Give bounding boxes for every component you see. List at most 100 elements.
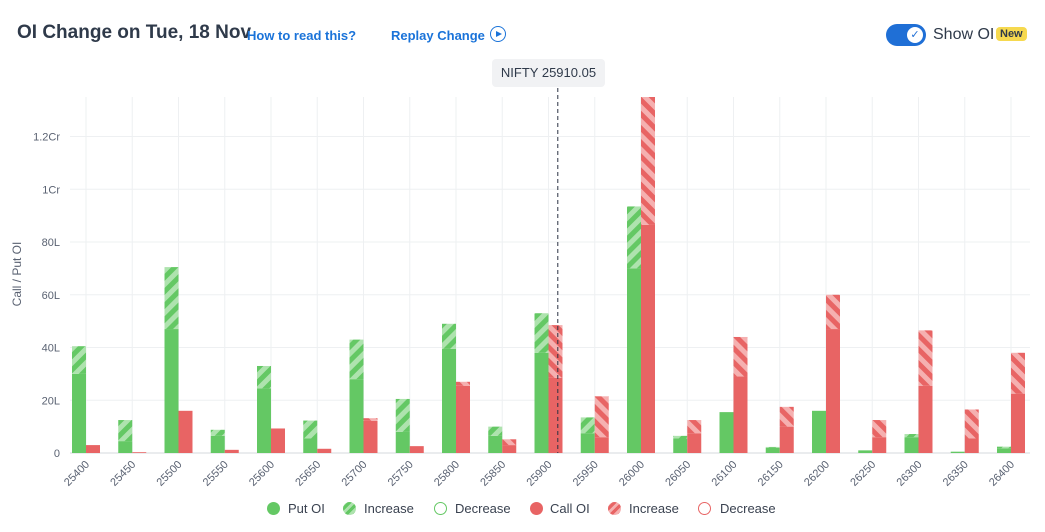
call-oi-bar[interactable]: [872, 437, 887, 453]
put-oi-bar[interactable]: [580, 433, 595, 453]
call-increase-bar[interactable]: [687, 420, 702, 434]
call-oi-bar[interactable]: [317, 448, 332, 453]
call-increase-bar[interactable]: [594, 396, 609, 438]
put-oi-bar[interactable]: [164, 329, 179, 453]
call-oi-bar[interactable]: [271, 428, 285, 453]
call-increase-bar[interactable]: [502, 439, 517, 446]
legend-put-increase[interactable]: Increase: [364, 501, 414, 516]
put-increase-bar[interactable]: [904, 434, 919, 438]
put-oi-bar[interactable]: [442, 348, 456, 453]
play-circle-icon[interactable]: [490, 26, 506, 42]
call-increase-bar[interactable]: [872, 420, 887, 438]
call-increase-bar[interactable]: [363, 418, 378, 421]
call-oi-bar[interactable]: [178, 410, 193, 453]
call-increase-bar[interactable]: [733, 336, 748, 377]
x-tick-label: 26250: [848, 459, 878, 489]
how-to-read-link[interactable]: How to read this?: [247, 28, 357, 43]
x-tick-label: 25900: [525, 459, 555, 489]
put-increase-bar[interactable]: [164, 267, 179, 330]
put-oi-bar[interactable]: [349, 379, 364, 453]
put-oi-bar[interactable]: [118, 441, 133, 453]
call-oi-bar[interactable]: [641, 224, 655, 453]
legend-call-increase[interactable]: Increase: [629, 501, 679, 516]
put-increase-bar[interactable]: [765, 446, 780, 448]
put-oi-bar[interactable]: [395, 431, 410, 453]
call-oi-bar[interactable]: [132, 452, 147, 453]
put-oi-swatch: [267, 502, 280, 515]
put-increase-bar[interactable]: [72, 346, 86, 374]
call-oi-bar[interactable]: [964, 438, 979, 453]
put-increase-bar[interactable]: [673, 435, 688, 439]
put-increase-bar[interactable]: [488, 426, 503, 436]
call-oi-bar[interactable]: [594, 437, 609, 453]
call-oi-bar[interactable]: [86, 445, 100, 453]
call-oi-bar[interactable]: [502, 445, 517, 453]
put-increase-bar[interactable]: [210, 429, 225, 436]
y-tick-label: 40L: [42, 343, 60, 355]
put-increase-bar[interactable]: [534, 313, 549, 353]
legend-put-oi[interactable]: Put OI: [288, 501, 325, 516]
call-oi-bar[interactable]: [1011, 393, 1025, 453]
put-oi-bar[interactable]: [719, 412, 734, 453]
show-oi-toggle[interactable]: ✓: [886, 24, 926, 46]
legend-put-decrease[interactable]: Decrease: [455, 501, 511, 516]
put-oi-bar[interactable]: [627, 268, 641, 453]
put-increase-bar[interactable]: [118, 420, 133, 442]
chart-legend: Put OI Increase Decrease Call OI Increas…: [0, 500, 1045, 518]
call-increase-bar[interactable]: [641, 97, 655, 225]
call-increase-bar[interactable]: [779, 406, 794, 427]
put-oi-bar[interactable]: [765, 447, 780, 453]
put-oi-bar[interactable]: [904, 437, 919, 453]
call-oi-bar[interactable]: [733, 376, 748, 453]
put-increase-bar[interactable]: [627, 206, 641, 269]
put-increase-bar[interactable]: [303, 420, 318, 439]
page-title: OI Change on Tue, 18 Nov: [17, 22, 252, 43]
x-tick-label: 26400: [987, 459, 1017, 489]
put-oi-bar[interactable]: [72, 373, 86, 453]
replay-change-link[interactable]: Replay Change: [391, 28, 485, 43]
call-oi-bar[interactable]: [363, 420, 378, 453]
x-tick-label: 25850: [478, 459, 508, 489]
put-increase-swatch: [343, 502, 356, 515]
call-oi-bar[interactable]: [826, 329, 840, 453]
call-oi-bar[interactable]: [548, 377, 563, 453]
call-oi-bar[interactable]: [918, 385, 933, 453]
x-tick-label: 25450: [108, 459, 138, 489]
put-increase-bar[interactable]: [395, 398, 410, 432]
call-decrease-swatch: [698, 502, 711, 515]
call-increase-bar[interactable]: [964, 409, 979, 439]
call-increase-bar[interactable]: [548, 325, 563, 378]
x-tick-label: 26050: [663, 459, 693, 489]
call-oi-bar[interactable]: [687, 433, 702, 453]
put-oi-bar[interactable]: [997, 448, 1011, 453]
put-increase-bar[interactable]: [442, 323, 456, 349]
y-tick-label: 20L: [42, 395, 60, 407]
legend-call-oi[interactable]: Call OI: [550, 501, 590, 516]
legend-call-decrease[interactable]: Decrease: [720, 501, 776, 516]
put-oi-bar[interactable]: [534, 352, 549, 453]
oi-change-chart: 0 20L 40L 60L 80L 1Cr 1.2Cr 25400 25450 25500 2555…: [10, 88, 1030, 489]
call-increase-bar[interactable]: [456, 381, 470, 386]
call-increase-bar[interactable]: [918, 330, 933, 386]
put-oi-bar[interactable]: [210, 435, 225, 453]
call-oi-bar[interactable]: [409, 446, 424, 453]
x-tick-label: 25400: [62, 459, 92, 489]
put-oi-bar[interactable]: [303, 438, 318, 453]
put-oi-bar[interactable]: [488, 435, 503, 453]
x-tick-label: 26200: [802, 459, 832, 489]
call-oi-bar[interactable]: [224, 449, 239, 453]
call-increase-bar[interactable]: [826, 294, 840, 330]
put-increase-bar[interactable]: [257, 365, 271, 389]
put-oi-bar[interactable]: [858, 450, 873, 453]
put-increase-bar[interactable]: [997, 446, 1011, 449]
call-oi-bar[interactable]: [779, 426, 794, 453]
x-tick-label: 25950: [571, 459, 601, 489]
put-increase-bar[interactable]: [349, 339, 364, 380]
put-oi-bar[interactable]: [812, 410, 826, 453]
call-increase-bar[interactable]: [1011, 352, 1025, 394]
put-oi-bar[interactable]: [950, 451, 965, 453]
put-oi-bar[interactable]: [257, 388, 271, 453]
put-increase-bar[interactable]: [580, 417, 595, 434]
put-oi-bar[interactable]: [673, 438, 688, 453]
call-oi-bar[interactable]: [456, 385, 470, 453]
